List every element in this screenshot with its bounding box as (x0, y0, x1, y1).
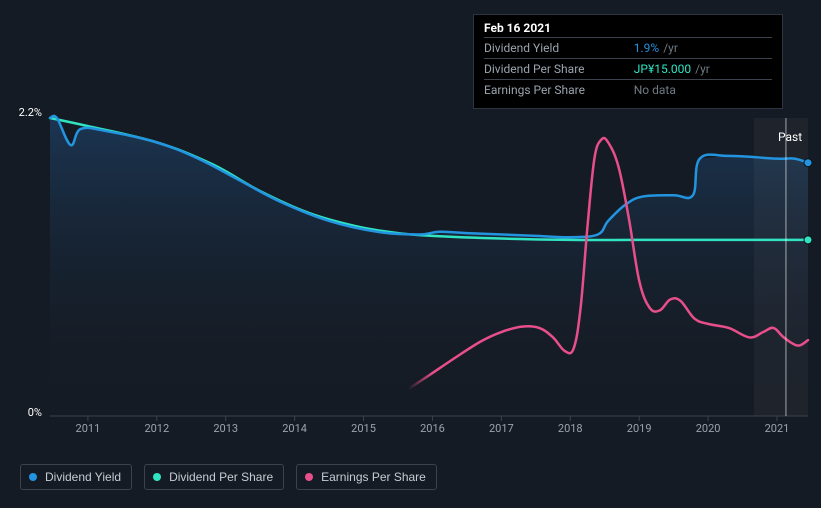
legend-item-yield[interactable]: Dividend Yield (20, 464, 132, 490)
svg-text:2012: 2012 (144, 422, 169, 435)
tooltip-label: Dividend Per Share (484, 59, 634, 80)
legend-item-eps[interactable]: Earnings Per Share (296, 464, 437, 490)
tooltip-value: 1.9% /yr (634, 38, 772, 59)
legend-item-dps[interactable]: Dividend Per Share (144, 464, 284, 490)
legend-label: Dividend Yield (45, 470, 121, 484)
svg-text:2020: 2020 (696, 422, 721, 435)
svg-text:2019: 2019 (627, 422, 652, 435)
svg-text:2013: 2013 (213, 422, 238, 435)
tooltip-value-number: JP¥15.000 (634, 62, 691, 76)
svg-text:2018: 2018 (558, 422, 583, 435)
svg-text:2016: 2016 (420, 422, 445, 435)
legend-dot-icon (29, 473, 37, 481)
tooltip-value-unit: /yr (695, 62, 710, 76)
legend-dot-icon (305, 473, 313, 481)
svg-text:2015: 2015 (351, 422, 376, 435)
chart-container: 2011 2012 2013 2014 2015 2016 2017 2018 2019 2020… (0, 0, 821, 508)
tooltip-value: JP¥15.000/yr (634, 59, 772, 80)
svg-text:2014: 2014 (282, 422, 307, 435)
tooltip-date: Feb 16 2021 (484, 21, 772, 37)
past-label: Past (778, 130, 802, 144)
tooltip-row-yield: Dividend Yield 1.9% /yr (484, 38, 772, 59)
svg-text:0%: 0% (28, 406, 42, 419)
tooltip-table: Dividend Yield 1.9% /yr Dividend Per Shar… (484, 37, 772, 100)
svg-text:2017: 2017 (489, 422, 514, 435)
svg-text:2011: 2011 (76, 422, 101, 435)
tooltip-value-number: 1.9% (634, 41, 659, 55)
tooltip-value: No data (634, 80, 772, 101)
tooltip-value-nodata: No data (634, 83, 676, 97)
legend: Dividend Yield Dividend Per Share Earnin… (20, 464, 437, 490)
svg-text:2021: 2021 (765, 422, 790, 435)
tooltip-row-dps: Dividend Per Share JP¥15.000/yr (484, 59, 772, 80)
tooltip-label: Dividend Yield (484, 38, 634, 59)
tooltip-value-unit: /yr (663, 41, 678, 55)
svg-text:2.2%: 2.2% (19, 106, 42, 119)
tooltip-row-eps: Earnings Per Share No data (484, 80, 772, 101)
hover-tooltip: Feb 16 2021 Dividend Yield 1.9% /yr Divid… (473, 14, 783, 109)
tooltip-label: Earnings Per Share (484, 80, 634, 101)
legend-label: Earnings Per Share (321, 470, 426, 484)
legend-dot-icon (153, 473, 161, 481)
legend-label: Dividend Per Share (169, 470, 273, 484)
